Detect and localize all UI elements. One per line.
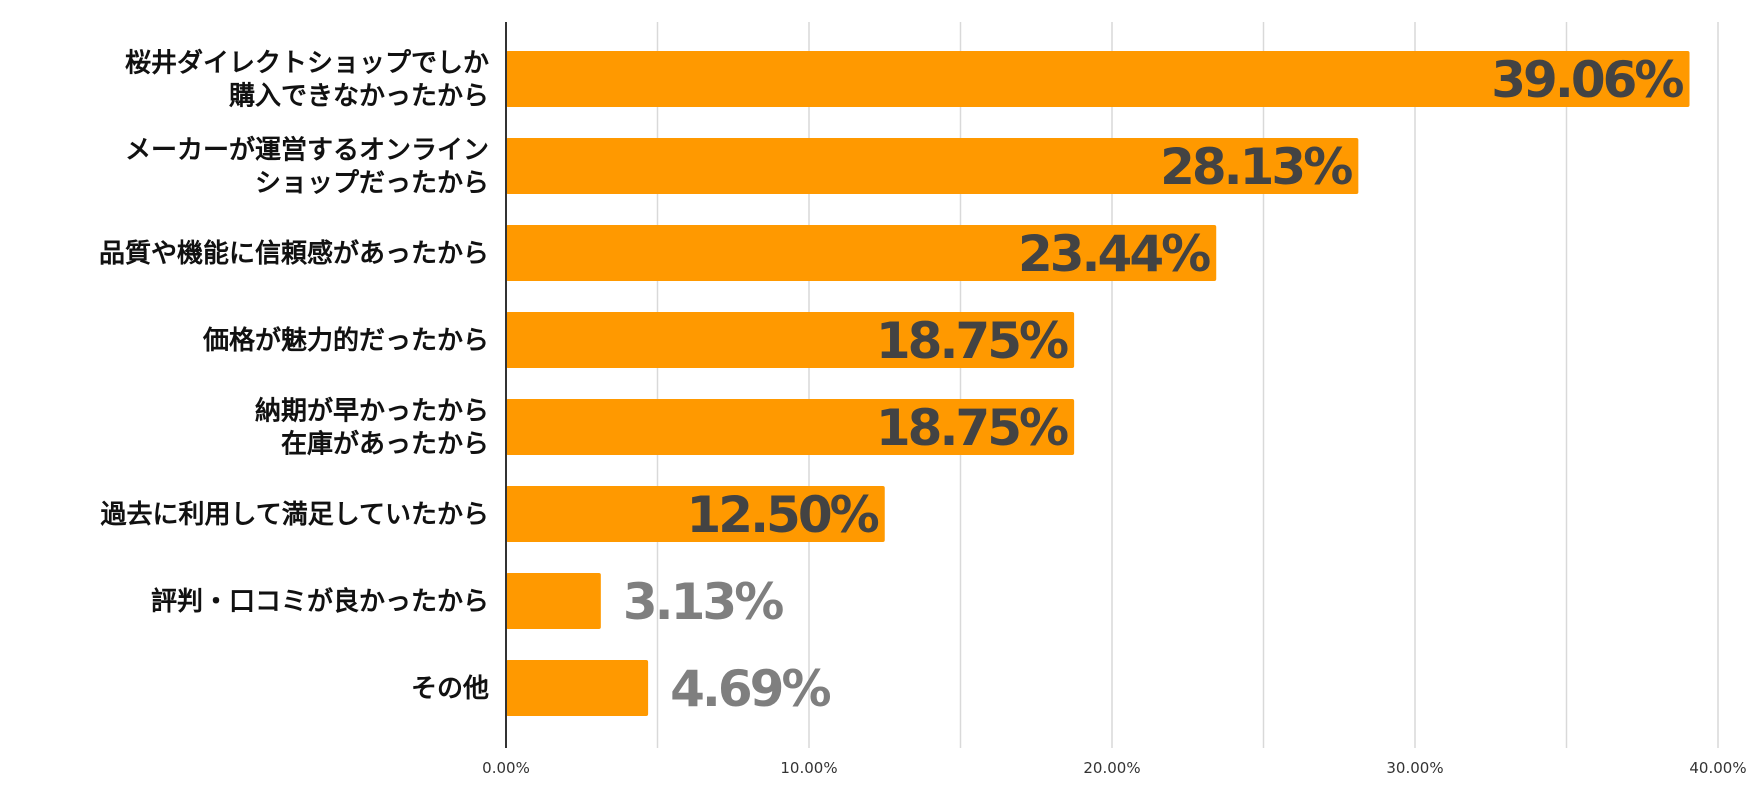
data-label: 12.50% xyxy=(686,486,878,544)
data-labels: 39.06% 28.13% 23.44% 18.75% 18.75% 12.50% 3.13… xyxy=(623,51,1687,718)
data-label: 28.13% xyxy=(1160,138,1352,196)
category-label: 納期が早かったから xyxy=(255,396,489,427)
bar xyxy=(506,399,1075,455)
bars xyxy=(506,51,1690,716)
category-label: メーカーが運営するオンライン xyxy=(125,135,489,166)
category-label: 購入できなかったから xyxy=(229,82,489,112)
category-label: 桜井ダイレクトショップでしか xyxy=(125,48,489,79)
category-label: 評判・口コミが良かったから xyxy=(151,586,489,617)
category-label: 価格が魅力的だったから xyxy=(202,325,489,356)
bar xyxy=(506,51,1690,107)
data-label: 23.44% xyxy=(1018,225,1210,283)
bar xyxy=(506,312,1075,368)
data-label: 18.75% xyxy=(876,399,1068,457)
x-tick-label: 30.00% xyxy=(1386,759,1443,777)
x-tick-label: 20.00% xyxy=(1083,759,1140,777)
bar xyxy=(506,138,1359,194)
data-label: 3.13% xyxy=(623,573,783,631)
bar xyxy=(506,660,649,716)
data-label: 18.75% xyxy=(876,312,1068,370)
data-label: 39.06% xyxy=(1491,51,1683,109)
data-label: 4.69% xyxy=(670,660,830,718)
bar xyxy=(506,486,885,542)
category-label: ショップだったから xyxy=(255,169,489,199)
bar xyxy=(506,225,1217,281)
x-axis-ticks: 0.00% 10.00% 20.00% 30.00% 40.00% xyxy=(482,759,1746,777)
grid-lines xyxy=(656,22,1719,748)
bar xyxy=(506,573,601,629)
x-tick-label: 40.00% xyxy=(1689,759,1746,777)
category-label: その他 xyxy=(411,674,489,704)
category-label: 過去に利用して満足していたから xyxy=(101,500,489,530)
x-tick-label: 0.00% xyxy=(482,759,530,777)
category-label: 品質や機能に信頼感があったから xyxy=(99,238,489,269)
category-labels: 桜井ダイレクトショップでしか購入できなかったからメーカーが運営するオンラインショ… xyxy=(99,48,489,705)
x-tick-label: 10.00% xyxy=(780,759,837,777)
category-label: 在庫があったから xyxy=(281,429,489,460)
